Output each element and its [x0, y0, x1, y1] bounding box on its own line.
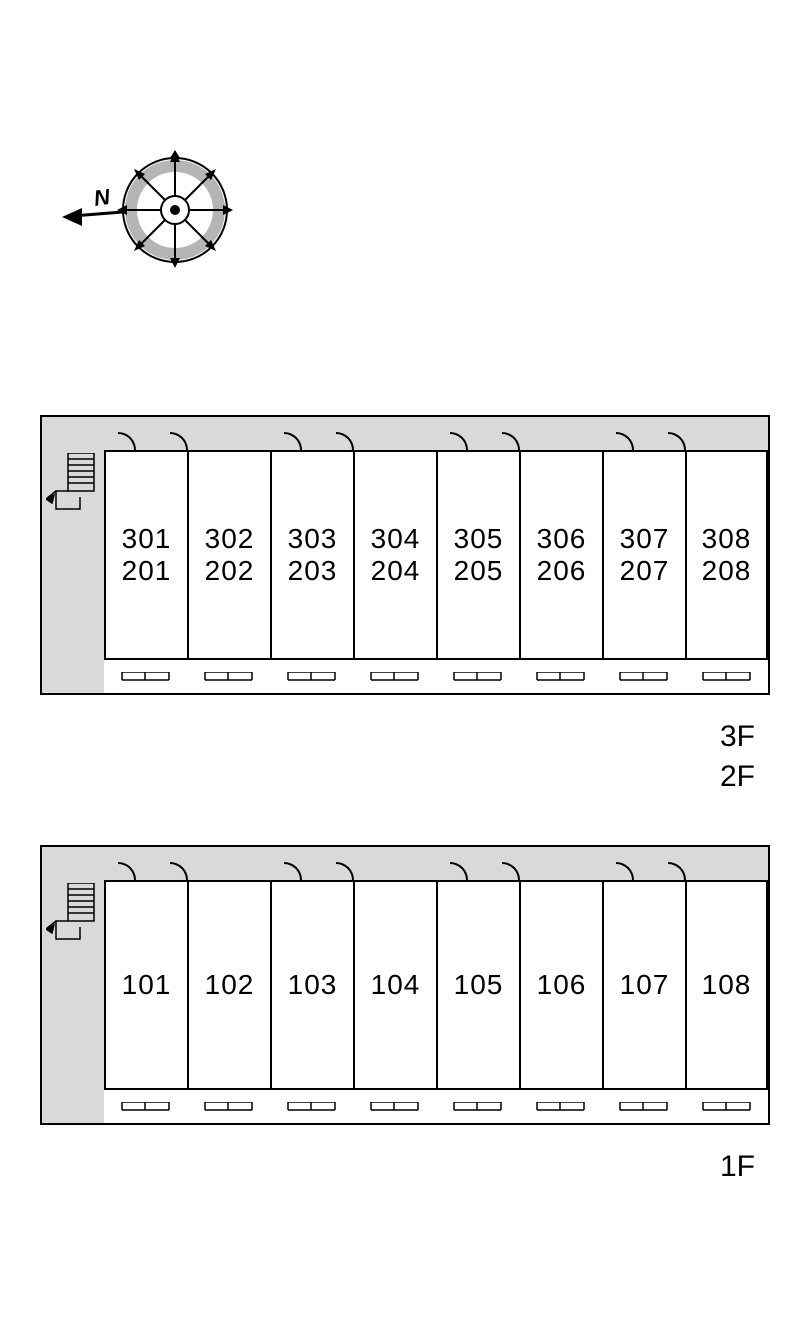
compass-icon: N: [60, 150, 260, 295]
unit-label: 301: [122, 523, 172, 555]
unit-label: 201: [122, 555, 172, 587]
unit-108: 108: [685, 880, 768, 1090]
unit-label: 101: [122, 969, 172, 1001]
unit-105: 105: [436, 880, 519, 1090]
unit-301-201: 301 201: [104, 450, 187, 660]
unit-103: 103: [270, 880, 353, 1090]
unit-label: 102: [205, 969, 255, 1001]
unit-label: 303: [288, 523, 338, 555]
corridor-lower: [42, 847, 768, 880]
unit-label: 202: [205, 555, 255, 587]
unit-label: 108: [702, 969, 752, 1001]
unit-101: 101: [104, 880, 187, 1090]
unit-302-202: 302 202: [187, 450, 270, 660]
unit-label: 208: [702, 555, 752, 587]
floor-label-1f: 1F: [720, 1150, 755, 1184]
unit-label: 305: [454, 523, 504, 555]
unit-107: 107: [602, 880, 685, 1090]
unit-102: 102: [187, 880, 270, 1090]
corridor-upper: [42, 417, 768, 450]
stairs-icon: [46, 453, 102, 523]
unit-label: 307: [620, 523, 670, 555]
unit-label: 207: [620, 555, 670, 587]
unit-308-208: 308 208: [685, 450, 768, 660]
unit-307-207: 307 207: [602, 450, 685, 660]
unit-306-206: 306 206: [519, 450, 602, 660]
unit-305-205: 305 205: [436, 450, 519, 660]
unit-104: 104: [353, 880, 436, 1090]
unit-label: 308: [702, 523, 752, 555]
unit-label: 107: [620, 969, 670, 1001]
units-row-upper: 301 201 302 202 303 203 304 204 305 205 …: [104, 450, 768, 660]
unit-label: 104: [371, 969, 421, 1001]
unit-106: 106: [519, 880, 602, 1090]
unit-304-204: 304 204: [353, 450, 436, 660]
unit-303-203: 303 203: [270, 450, 353, 660]
compass-label: N: [92, 184, 112, 211]
floor-label-2f: 2F: [720, 760, 755, 794]
units-row-lower: 101 102 103 104 105 106 107 108: [104, 880, 768, 1090]
stairs-icon: [46, 883, 102, 953]
unit-label: 206: [537, 555, 587, 587]
unit-label: 204: [371, 555, 421, 587]
unit-label: 203: [288, 555, 338, 587]
unit-label: 106: [537, 969, 587, 1001]
unit-label: 103: [288, 969, 338, 1001]
unit-label: 306: [537, 523, 587, 555]
unit-label: 105: [454, 969, 504, 1001]
unit-label: 205: [454, 555, 504, 587]
floorplan-page: N 301 201: [0, 0, 800, 1330]
unit-label: 304: [371, 523, 421, 555]
unit-label: 302: [205, 523, 255, 555]
floor-label-3f: 3F: [720, 720, 755, 754]
